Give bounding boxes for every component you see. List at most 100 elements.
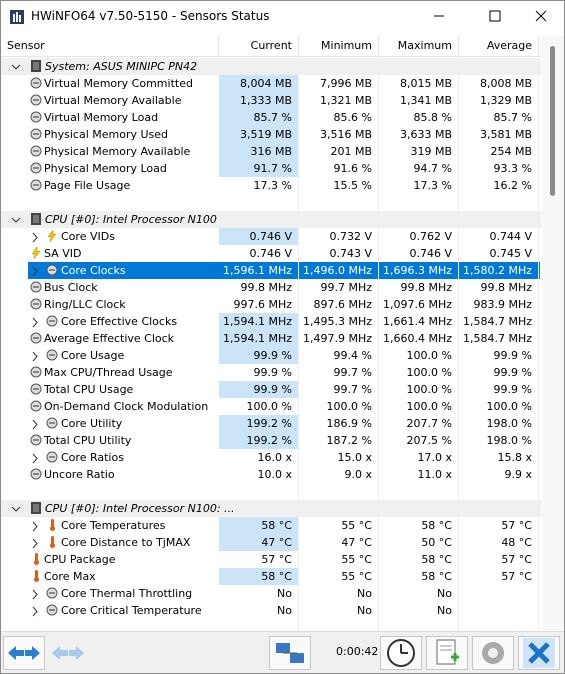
sensor-row[interactable]: Virtual Memory Load 85.7 % 85.6 % 85.8 % 85.… — [1, 109, 541, 126]
sensor-value: 7,996 MB — [299, 75, 379, 92]
cell — [299, 211, 379, 228]
sensor-row[interactable]: Virtual Memory Committed 8,004 MB 7,996 MB… — [1, 75, 541, 92]
column-title: Current — [219, 36, 299, 56]
sensor-row[interactable]: Core Clocks 1,596.1 MHz 1,496.0 MHz 1,696.3… — [1, 262, 541, 279]
expand-toggle[interactable] — [11, 503, 21, 514]
sensor-value: 99.9 % — [459, 347, 539, 364]
sensor-label: Core Usage — [61, 349, 125, 362]
sensor-value: 1,341 MB — [379, 92, 459, 109]
sensor-row[interactable]: CPU Package 57 °C 55 °C 58 °C 57 °C — [1, 551, 541, 568]
sensor-icon — [30, 128, 42, 141]
sensor-value: 0.746 V — [219, 245, 299, 262]
sensor-row[interactable]: Physical Memory Used 3,519 MB 3,516 MB 3,63… — [1, 126, 541, 143]
sensor-value: 100.0 % — [459, 398, 539, 415]
clock-button[interactable] — [380, 636, 422, 670]
cell — [219, 211, 299, 228]
expand-toggle[interactable] — [30, 537, 40, 549]
sensor-value: 9.9 x — [459, 466, 539, 483]
cell — [379, 211, 459, 228]
sensor-row[interactable]: Core VIDs 0.746 V 0.732 V 0.762 V 0.744 V — [1, 228, 541, 245]
sensor-row[interactable]: Core Effective Clocks 1,594.1 MHz 1,495.3 … — [1, 313, 541, 330]
settings-button[interactable] — [472, 636, 514, 670]
sensor-value: 100.0 % — [379, 347, 459, 364]
expand-toggle[interactable] — [30, 588, 40, 600]
expand-toggle[interactable] — [30, 520, 40, 532]
sensor-value: 1,594.1 MHz — [219, 313, 299, 330]
sensor-row[interactable]: SA VID 0.746 V 0.743 V 0.746 V 0.745 V — [1, 245, 541, 262]
sensor-label: CPU Package — [44, 553, 116, 566]
expand-toggle[interactable] — [30, 452, 40, 464]
sensor-row[interactable]: Total CPU Usage 99.9 % 99.7 % 100.0 % 99.9 % — [1, 381, 541, 398]
sensor-icon — [30, 111, 42, 124]
sensor-row[interactable]: Core Max 58 °C 55 °C 58 °C 57 °C — [1, 568, 541, 585]
report-button[interactable] — [426, 636, 468, 670]
cell — [459, 500, 539, 517]
expand-toggle[interactable] — [30, 605, 40, 617]
sensor-icon — [30, 332, 42, 345]
sensor-value: 186.9 % — [299, 415, 379, 432]
close-button[interactable] — [518, 636, 560, 670]
sensor-row[interactable]: Core Thermal Throttling No No No — [1, 585, 541, 602]
network-button[interactable] — [269, 636, 311, 670]
expand-toggle[interactable] — [30, 316, 40, 328]
sensor-row[interactable]: Ring/LLC Clock 997.6 MHz 897.6 MHz 1,097.6 … — [1, 296, 541, 313]
expand-toggle[interactable] — [30, 418, 40, 430]
sensor-row[interactable]: Virtual Memory Available 1,333 MB 1,321 MB… — [1, 92, 541, 109]
expand-toggle[interactable] — [30, 265, 40, 277]
sensor-row[interactable]: Bus Clock 99.8 MHz 99.7 MHz 99.8 MHz 99.8 MH… — [1, 279, 541, 296]
expand-toggle[interactable] — [11, 214, 21, 225]
sensor-icon — [46, 264, 58, 277]
sensor-value: 58 °C — [219, 517, 299, 534]
expand-toggle[interactable] — [11, 61, 21, 72]
cell — [379, 483, 459, 500]
scrollbar[interactable] — [542, 36, 564, 631]
sensor-row[interactable]: Core Temperatures 58 °C 55 °C 58 °C 57 °C — [1, 517, 541, 534]
sensor-row[interactable]: Uncore Ratio 10.0 x 9.0 x 11.0 x 9.9 x — [1, 466, 541, 483]
expand-toggle[interactable] — [30, 231, 40, 243]
sensor-row[interactable]: Physical Memory Load 91.7 % 91.6 % 94.7 % 93… — [1, 160, 541, 177]
sensor-value: 3,633 MB — [379, 126, 459, 143]
sensor-row[interactable]: Core Critical Temperature No No No — [1, 602, 541, 619]
sensor-row[interactable]: Page File Usage 17.3 % 15.5 % 17.3 % 16.2 % — [1, 177, 541, 194]
sensor-value: 99.8 MHz — [459, 279, 539, 296]
sensor-row[interactable]: Total CPU Utility 199.2 % 187.2 % 207.5 % 19… — [1, 432, 541, 449]
sensor-row[interactable]: Physical Memory Available 316 MB 201 MB 319… — [1, 143, 541, 160]
sensor-row[interactable]: Core Distance to TjMAX 47 °C 47 °C 50 °C 48 … — [1, 534, 541, 551]
spacer-row — [1, 483, 541, 500]
sensor-value: 0.746 V — [379, 245, 459, 262]
sensor-row[interactable]: Core Ratios 16.0 x 15.0 x 17.0 x 15.8 x — [1, 449, 541, 466]
sensor-value: 316 MB — [219, 143, 299, 160]
sensor-value: 1,321 MB — [299, 92, 379, 109]
sensor-row[interactable]: Average Effective Clock 1,594.1 MHz 1,497.… — [1, 330, 541, 347]
window-controls[interactable] — [414, 1, 564, 31]
sensor-value: 15.8 x — [459, 449, 539, 466]
sensor-value: 0.746 V — [219, 228, 299, 245]
sensor-label: Physical Memory Available — [44, 145, 191, 158]
group-row: CPU [#0]: Intel Processor N100 — [1, 211, 541, 228]
sensor-list: System: ASUS MINIPC PN42 Virtual Memory C… — [1, 58, 541, 630]
sensor-value: No — [299, 602, 379, 619]
sensor-row[interactable]: Core Usage 99.9 % 99.4 % 100.0 % 99.9 % — [1, 347, 541, 364]
sensor-value: 57 °C — [219, 551, 299, 568]
sensor-value: 55 °C — [299, 551, 379, 568]
sensor-value: 16.0 x — [219, 449, 299, 466]
sensor-label: Page File Usage — [44, 179, 131, 192]
sensor-icon — [30, 502, 42, 515]
nav-button[interactable] — [3, 636, 45, 670]
sensor-value: 1,661.4 MHz — [379, 313, 459, 330]
expand-toggle[interactable] — [30, 350, 40, 362]
sensor-value: 1,580.2 MHz — [459, 262, 539, 279]
sensor-value: No — [379, 585, 459, 602]
sensor-row[interactable]: Max CPU/Thread Usage 99.9 % 99.7 % 100.0 % 9… — [1, 364, 541, 381]
sensor-icon — [30, 145, 42, 158]
sensor-icon — [30, 60, 42, 73]
sensor-value: 99.8 MHz — [219, 279, 299, 296]
nav-button[interactable] — [47, 636, 89, 670]
sensor-value: 0.744 V — [459, 228, 539, 245]
sensor-row[interactable]: On-Demand Clock Modulation 100.0 % 100.0 %… — [1, 398, 541, 415]
cell — [379, 619, 459, 630]
app-icon — [10, 10, 24, 24]
sensor-label: Bus Clock — [44, 281, 98, 294]
sensor-icon — [46, 315, 58, 328]
sensor-row[interactable]: Core Utility 199.2 % 186.9 % 207.7 % 198.0 % — [1, 415, 541, 432]
